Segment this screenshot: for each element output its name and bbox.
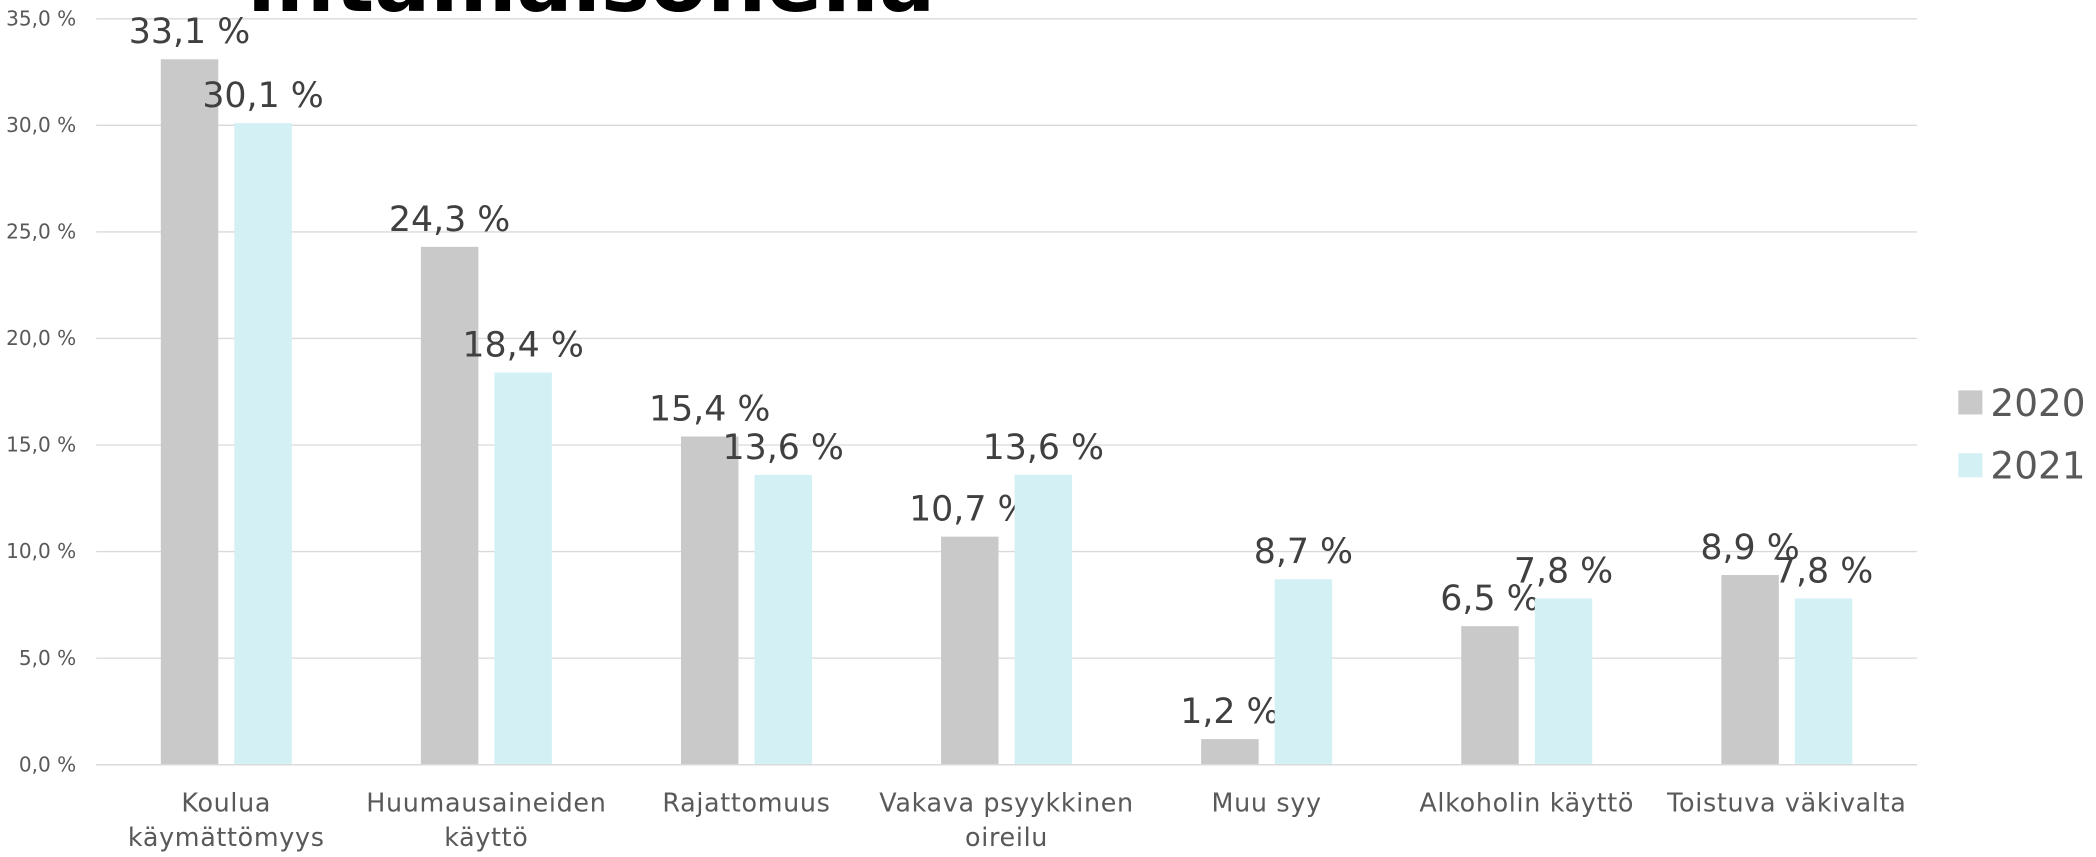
bar xyxy=(1461,626,1519,765)
bar xyxy=(941,536,999,765)
legend-swatch xyxy=(1958,390,1983,415)
y-tick-label: 20,0 % xyxy=(6,326,76,350)
x-tick-label-box: Muu syy xyxy=(1211,788,1322,819)
x-tick-label: Muu syy xyxy=(1211,788,1322,819)
value-label: 8,9 % xyxy=(1700,528,1799,568)
y-tick-label: 35,0 % xyxy=(6,6,76,30)
x-tick-label: Vakava psyykkinen oireilu xyxy=(879,788,1134,853)
y-tick-label: 30,0 % xyxy=(6,113,76,137)
value-label: 24,3 % xyxy=(389,200,510,240)
x-tick-label: Rajattomuus xyxy=(662,788,831,819)
legend-swatch xyxy=(1958,453,1983,478)
y-tick-label: 0,0 % xyxy=(19,752,76,776)
value-label: 1,2 % xyxy=(1180,692,1279,732)
bar xyxy=(1274,579,1333,765)
bar xyxy=(420,246,479,765)
bar xyxy=(1014,474,1073,765)
x-tick-label: Huumausaineiden käyttö xyxy=(366,788,607,853)
x-tick-label: Toistuva väkivalta xyxy=(1667,788,1907,819)
legend-label: 2020 xyxy=(1990,381,2085,425)
value-label: 18,4 % xyxy=(462,326,583,366)
bar xyxy=(1201,739,1259,765)
y-tick-label: 15,0 % xyxy=(6,433,76,457)
value-label: 15,4 % xyxy=(649,389,770,429)
bar xyxy=(494,372,552,765)
bar xyxy=(680,436,739,765)
x-tick-label-box: Rajattomuus xyxy=(662,788,831,819)
value-label: 10,7 % xyxy=(909,490,1030,530)
value-label: 30,1 % xyxy=(202,76,323,116)
chart-title: intamaisohella xyxy=(247,0,935,31)
value-label: 6,5 % xyxy=(1440,579,1539,619)
x-tick-label-box: Vakava psyykkinen oireilu xyxy=(879,788,1134,853)
x-tick-label-box: Alkoholin käyttö xyxy=(1419,788,1635,819)
x-tick-label-box: Toistuva väkivalta xyxy=(1667,788,1907,819)
bar xyxy=(1534,598,1593,765)
value-label: 8,7 % xyxy=(1254,532,1353,572)
y-tick-label: 5,0 % xyxy=(19,646,76,670)
y-tick-label: 10,0 % xyxy=(6,539,76,563)
value-label: 7,8 % xyxy=(1514,551,1613,591)
value-label: 13,6 % xyxy=(983,428,1104,468)
x-tick-label-box: Huumausaineiden käyttö xyxy=(366,788,607,853)
bar xyxy=(1721,575,1779,765)
bar xyxy=(754,474,812,765)
y-tick-label: 25,0 % xyxy=(6,220,76,244)
bar xyxy=(234,123,292,765)
x-tick-label: Alkoholin käyttö xyxy=(1419,788,1635,819)
x-tick-label: Koulua käymättömyys xyxy=(127,788,325,853)
bar xyxy=(1794,598,1853,765)
value-label: 7,8 % xyxy=(1774,551,1873,591)
legend-label: 2021 xyxy=(1990,444,2085,488)
value-label: 13,6 % xyxy=(723,428,844,468)
bar xyxy=(160,59,219,765)
x-tick-label-box: Koulua käymättömyys xyxy=(127,788,325,853)
value-label: 33,1 % xyxy=(129,12,250,52)
